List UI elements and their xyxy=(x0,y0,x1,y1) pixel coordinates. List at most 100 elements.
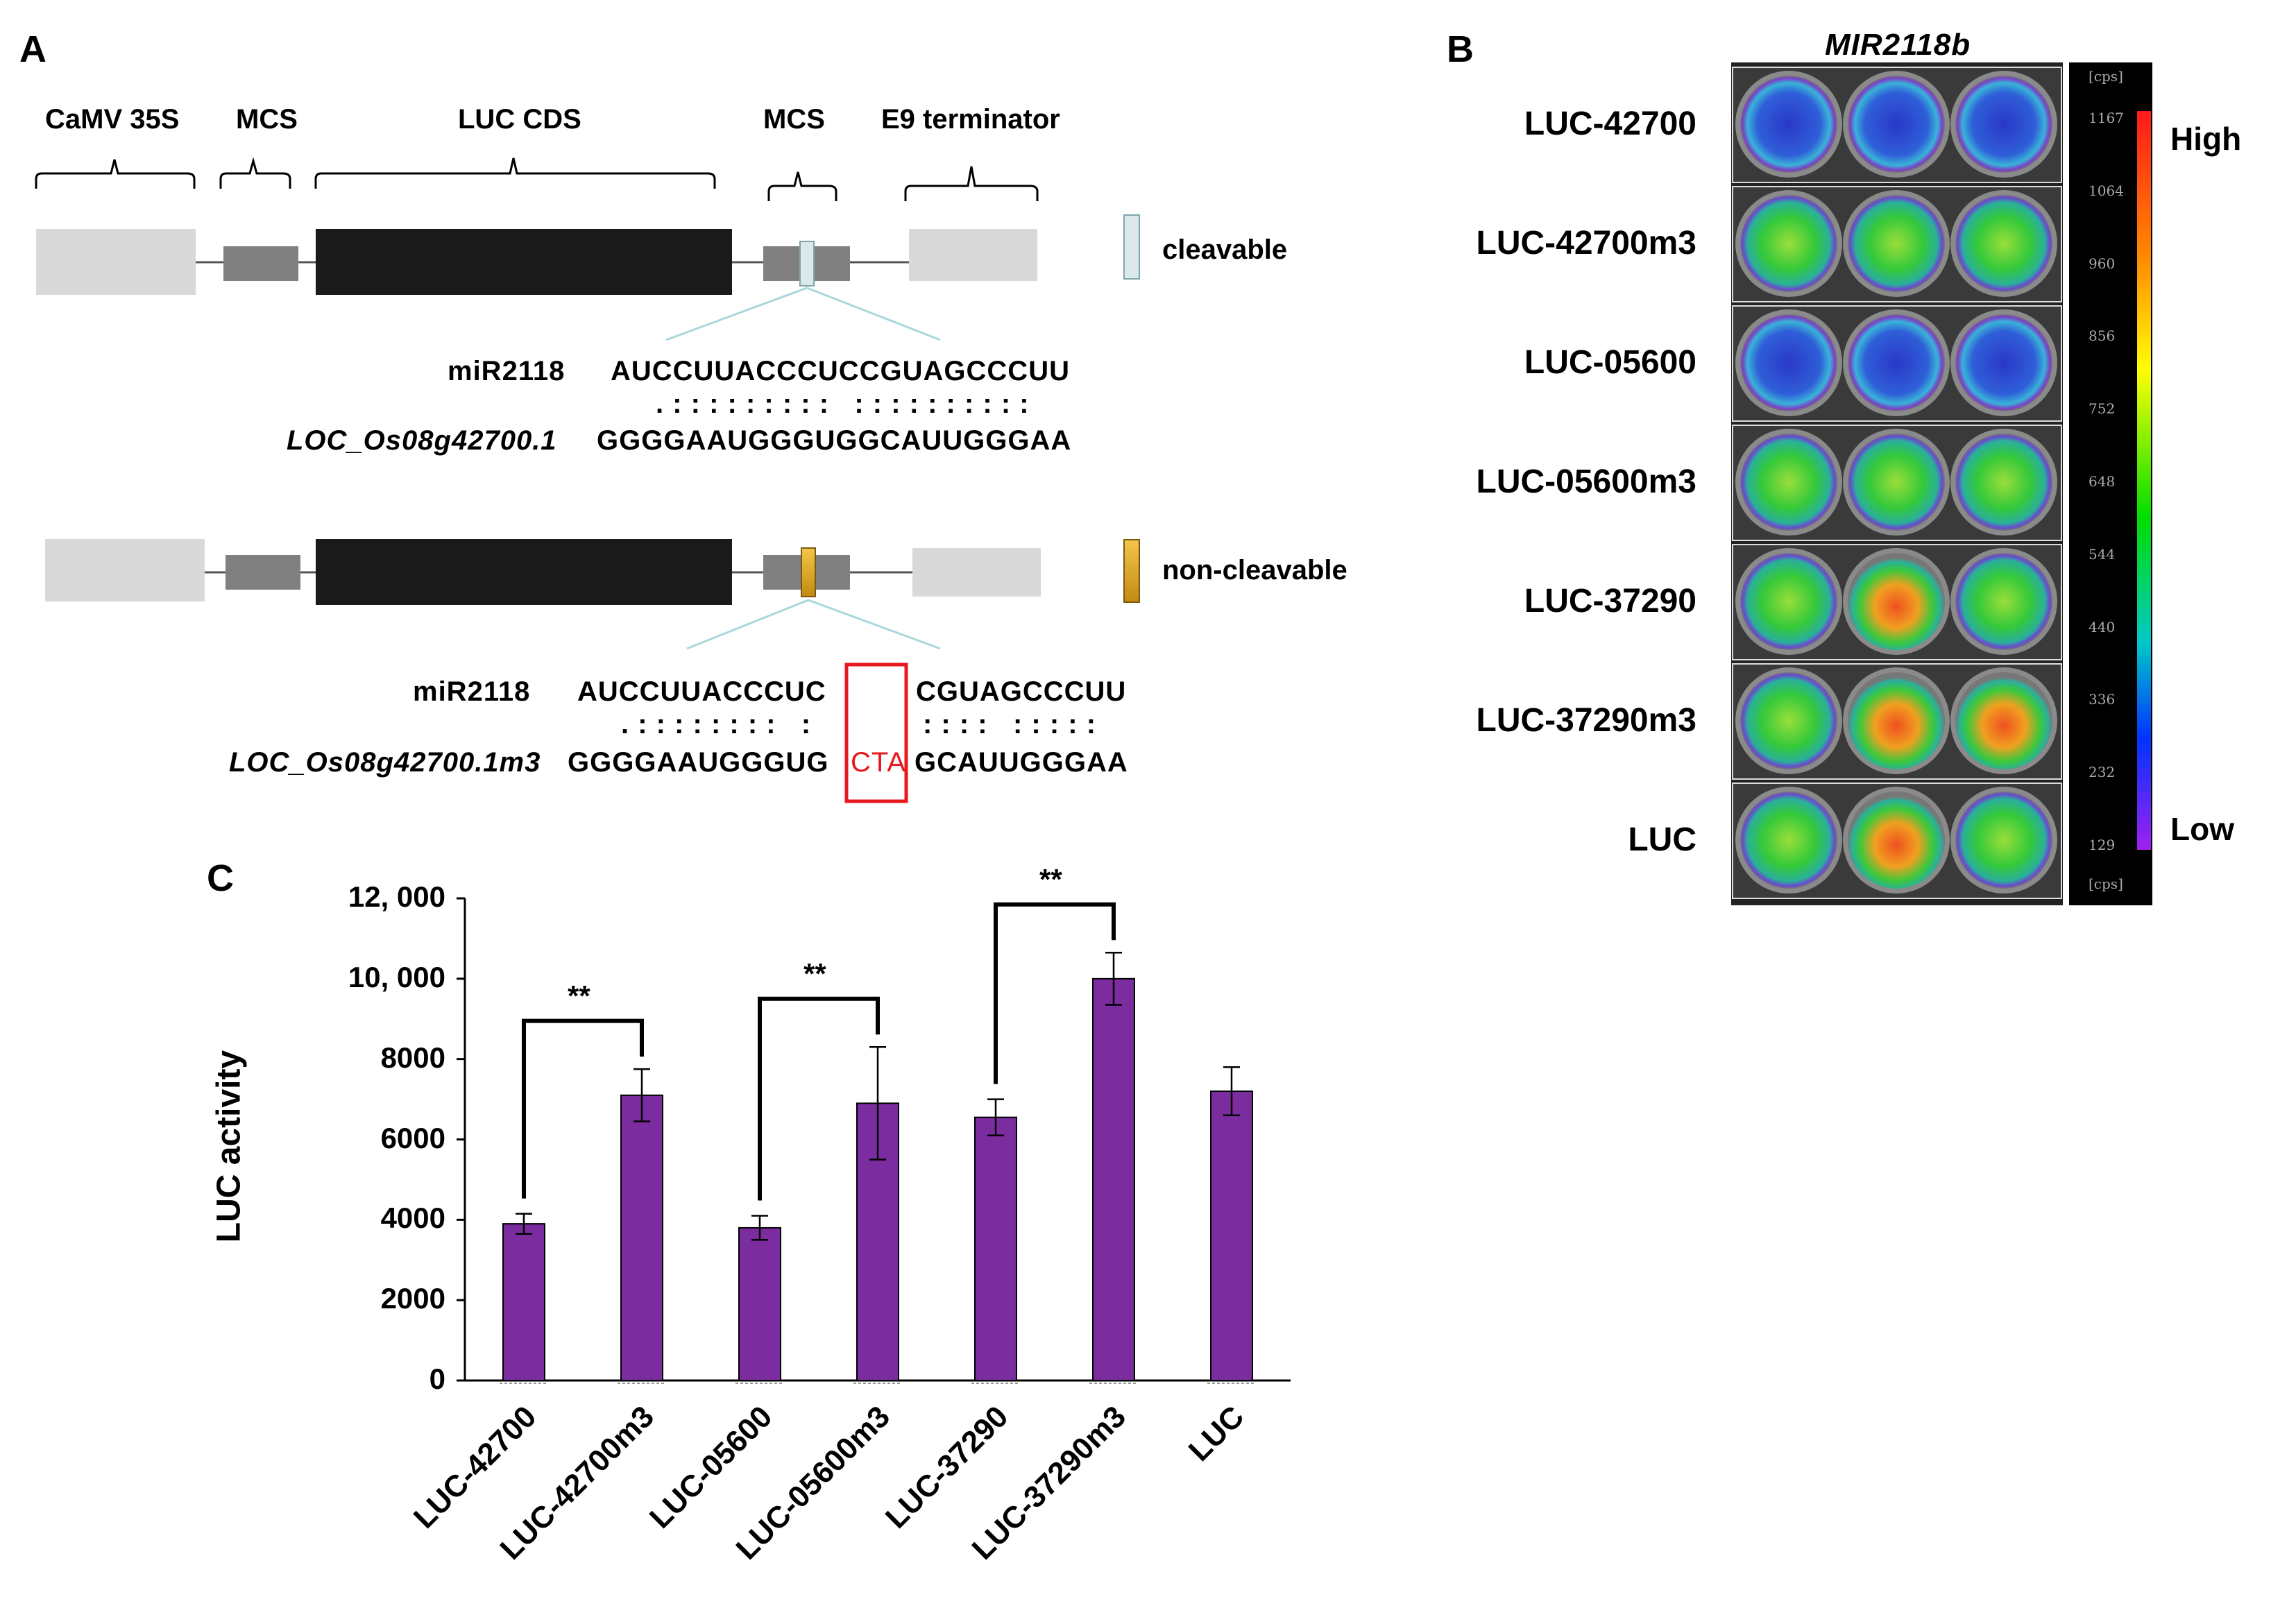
lower-target-seq-right: GCAUUGGGAA xyxy=(915,747,1128,778)
camv-label: CaMV 35S xyxy=(45,104,180,135)
plate-row-label: LUC-37290m3 xyxy=(1476,702,1696,739)
well-signal xyxy=(1740,434,1837,531)
plate-row-label: LUC-05600m3 xyxy=(1476,463,1696,500)
bracket-mcs2 xyxy=(767,171,837,201)
camv-box xyxy=(36,229,196,295)
lower-pairing-left: . : : : : : : : : : xyxy=(621,709,812,740)
upper-pairing: . : : : : : : : : : : : : : : : : : : : xyxy=(656,388,1030,419)
bracket-mcs1 xyxy=(219,157,291,189)
noncleavable-legend-swatch xyxy=(1123,539,1140,603)
bar xyxy=(1092,977,1135,1382)
well-signal xyxy=(1740,792,1837,889)
upper-construct xyxy=(36,229,1037,341)
noncleavable-legend-label: non-cleavable xyxy=(1162,555,1347,586)
plate-row-label: LUC-42700m3 xyxy=(1476,225,1696,262)
colorbar-unit-bottom: [cps] xyxy=(2089,875,2123,892)
well-signal xyxy=(1955,195,2052,292)
well-signal xyxy=(1848,792,1945,889)
well-signal xyxy=(1955,314,2052,411)
colorbar-tick: 1064 xyxy=(2089,182,2124,199)
bracket-e9 xyxy=(904,166,1039,201)
significance-bracket xyxy=(522,1018,644,1199)
upper-target-label: LOC_Os08g42700.1 xyxy=(287,425,557,456)
colorbar-tick: 232 xyxy=(2089,764,2116,781)
camv-box-2 xyxy=(45,539,205,601)
colorbar-tick: 752 xyxy=(2089,400,2116,418)
lower-mir-label: miR2118 xyxy=(413,676,531,707)
bracket-luc xyxy=(314,157,716,189)
lower-target-seq-left: GGGGAAUGGGUG xyxy=(568,747,829,778)
significance-label: ** xyxy=(568,979,590,1012)
upper-mir-label: miR2118 xyxy=(448,356,565,386)
cleavable-legend-label: cleavable xyxy=(1162,234,1288,265)
bar xyxy=(502,1223,545,1381)
mcs2-label: MCS xyxy=(763,104,825,135)
luc-cds-label: LUC CDS xyxy=(458,104,581,135)
bar xyxy=(620,1094,663,1381)
well-signal xyxy=(1740,195,1837,292)
significance-label: ** xyxy=(1039,862,1062,896)
luc-box xyxy=(316,229,732,295)
cleavable-site-marker xyxy=(799,241,815,287)
bracket-camv xyxy=(35,159,196,189)
lower-construct xyxy=(45,539,1041,650)
lower-mir-seq-right: CGUAGCCCUU xyxy=(916,676,1127,707)
panel-a-letter: A xyxy=(19,28,46,70)
lower-mir-seq-left: AUCCUUACCCUC xyxy=(577,676,826,707)
plate-row-label: LUC xyxy=(1628,821,1696,858)
y-tick-label: 6000 xyxy=(380,1121,445,1154)
mcs1-label: MCS xyxy=(236,104,298,135)
panel-b-letter: B xyxy=(1447,28,1474,70)
mcs1-box xyxy=(223,246,298,281)
lower-pairing-right: : : : : : : : : : xyxy=(923,709,1097,740)
well-signal xyxy=(1740,553,1837,650)
well-signal xyxy=(1955,434,2052,531)
significance-bracket xyxy=(994,902,1116,1084)
significance-label: ** xyxy=(803,957,826,990)
panel-c-letter: C xyxy=(207,857,234,899)
colorbar-tick: 960 xyxy=(2089,255,2116,272)
well-signal xyxy=(1848,672,1945,769)
mcs1-box-2 xyxy=(226,555,300,590)
bar xyxy=(738,1226,781,1381)
y-tick-label: 10, 000 xyxy=(348,960,445,993)
well-signal xyxy=(1740,76,1837,173)
y-tick-label: 8000 xyxy=(380,1041,445,1074)
mutation-box xyxy=(844,663,908,803)
plate-row-label: LUC-42700 xyxy=(1524,105,1696,142)
e9-box xyxy=(909,229,1037,281)
well-signal xyxy=(1955,553,2052,650)
well-signal xyxy=(1848,195,1945,292)
colorbar-tick: 336 xyxy=(2089,691,2116,708)
well-signal xyxy=(1955,672,2052,769)
upper-mir-seq: AUCCUUACCCUCCGUAGCCCUU xyxy=(611,356,1070,386)
well-signal xyxy=(1848,76,1945,173)
colorbar-tick: 856 xyxy=(2089,327,2116,345)
noncleavable-site-marker xyxy=(801,547,816,597)
e9-terminator-label: E9 terminator xyxy=(881,104,1060,135)
colorbar-unit-top: [cps] xyxy=(2089,68,2123,85)
upper-target-seq: GGGGAAUGGGUGGCAUUGGGAA xyxy=(597,425,1072,456)
plate-row-label: LUC-37290 xyxy=(1524,583,1696,619)
y-tick-label: 4000 xyxy=(380,1202,445,1235)
y-tick-label: 0 xyxy=(429,1362,445,1395)
well-signal xyxy=(1848,434,1945,531)
plate-row-label: LUC-05600 xyxy=(1524,344,1696,381)
well-signal xyxy=(1848,314,1945,411)
e9-box-2 xyxy=(912,548,1041,597)
y-tick-label: 2000 xyxy=(380,1282,445,1315)
well-signal xyxy=(1955,792,2052,889)
colorbar-tick: 440 xyxy=(2089,618,2116,635)
significance-bracket xyxy=(758,996,880,1201)
bar xyxy=(1210,1091,1253,1381)
colorbar-high-label: High xyxy=(2170,121,2242,157)
mutation-seq: CTA xyxy=(851,747,907,778)
well-signal xyxy=(1848,553,1945,650)
lower-target-label: LOC_Os08g42700.1m3 xyxy=(229,747,541,778)
cleavable-legend-swatch xyxy=(1123,214,1140,280)
well-signal xyxy=(1955,76,2052,173)
panel-b-title: MIR2118b xyxy=(1825,28,1971,62)
